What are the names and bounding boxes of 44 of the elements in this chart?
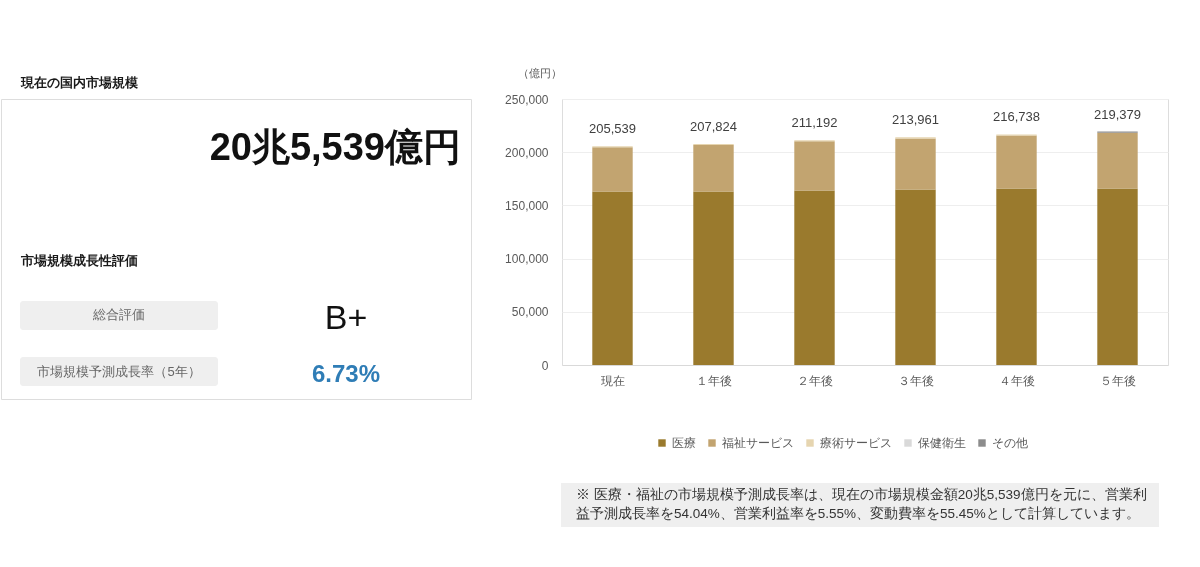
x-tick-label: ４年後 (998, 373, 1035, 388)
y-tick-label: 250,000 (505, 92, 549, 107)
x-tick-label: ３年後 (897, 373, 934, 388)
x-tick-label: ２年後 (796, 373, 833, 388)
y-tick-label: 0 (541, 358, 549, 373)
bar (996, 135, 1037, 189)
bar (693, 191, 734, 365)
legend-label: 福祉サービス (722, 436, 794, 450)
bar (996, 188, 1037, 365)
y-axis-title: （億円） (517, 66, 562, 79)
total-label: 207,824 (690, 118, 737, 134)
text: 6.73% (311, 360, 381, 387)
y-tick-label: 50,000 (511, 305, 549, 320)
bar (794, 190, 835, 365)
text: 総合評価 (92, 307, 145, 322)
text: 20兆5,539億円 (209, 126, 461, 168)
bar (1097, 188, 1138, 365)
legend-label: その他 (992, 436, 1028, 450)
text: ※ 医療・福祉の市場規模予測成長率は、現在の市場規模金額20兆5,539億円を元に、営業利益予測成長率を54.04%、営業利益率を5.55%、変動費率を55.45%として計算しています。 (576, 487, 1147, 521)
text: 市場規模予測成長率（5年） (37, 364, 201, 379)
y-tick-label: 200,000 (505, 145, 549, 160)
total-label: 219,379 (1094, 106, 1141, 122)
text: 市場規模成長性評価 (20, 253, 138, 268)
total-label: 211,192 (791, 115, 838, 131)
legend-label: 療術サービス (820, 436, 892, 450)
bar (794, 141, 835, 191)
total-label: 213,961 (892, 112, 939, 128)
bar (895, 189, 936, 365)
y-tick-label: 150,000 (505, 198, 549, 213)
legend-label: 保健衛生 (918, 436, 966, 450)
bar (693, 144, 734, 192)
total-label: 216,738 (993, 109, 1040, 125)
total-label: 205,539 (589, 121, 636, 137)
text: 現在の国内市場規模 (20, 75, 138, 90)
x-tick-label: ５年後 (1099, 373, 1136, 388)
bar (1097, 132, 1138, 189)
bar (592, 191, 633, 365)
text: B+ (324, 298, 368, 336)
bar (895, 138, 936, 190)
legend-label: 医療 (672, 436, 696, 450)
y-tick-label: 100,000 (505, 252, 549, 267)
bar (592, 147, 633, 192)
x-tick-label: １年後 (695, 373, 732, 388)
x-tick-label: 現在 (600, 373, 625, 388)
